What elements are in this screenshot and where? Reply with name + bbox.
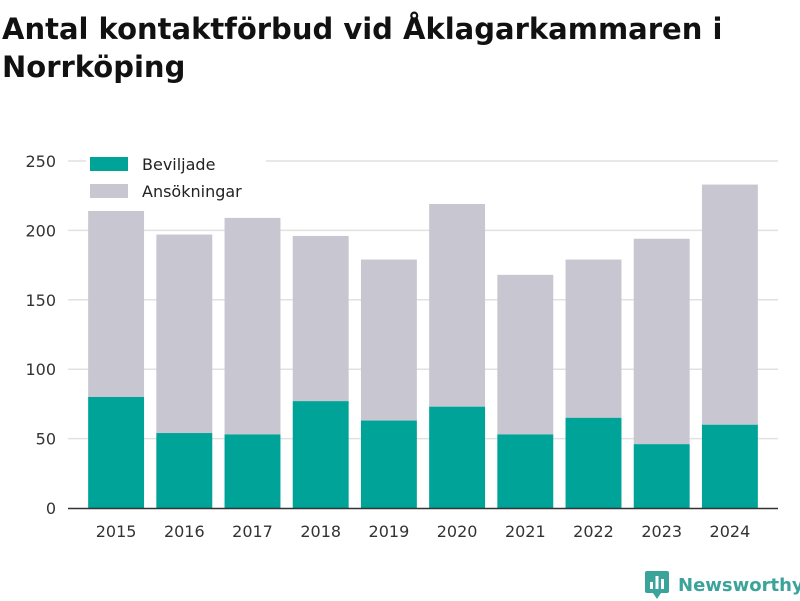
y-axis: 0 50 100 150 200 250: [25, 152, 56, 518]
x-tick-label: 2017: [232, 522, 273, 541]
x-axis: 2015 2016 2017 2018 2019 2020 2021 2022 2023 2024: [68, 507, 778, 541]
bar-applications: [292, 235, 349, 402]
bar-granted: [633, 444, 690, 508]
legend-label: Ansökningar: [142, 182, 242, 201]
x-tick-label: 2019: [369, 522, 410, 541]
x-tick-label: 2020: [437, 522, 478, 541]
legend-label: Beviljade: [142, 155, 215, 174]
legend-swatch: [90, 184, 128, 198]
x-tick-label: 2015: [96, 522, 137, 541]
x-tick-label: 2018: [300, 522, 341, 541]
bar-applications: [88, 210, 145, 397]
x-tick-label: 2022: [573, 522, 614, 541]
bar-granted: [565, 417, 622, 508]
x-tick-label: 2023: [641, 522, 682, 541]
bars: [88, 184, 758, 508]
y-tick-label: 200: [25, 221, 56, 240]
bar-applications: [701, 184, 758, 425]
y-tick-label: 50: [36, 430, 56, 449]
y-tick-label: 150: [25, 291, 56, 310]
bar-applications: [360, 259, 417, 421]
bar-applications: [224, 217, 281, 435]
newsworthy-logo-icon: [645, 571, 669, 599]
brand: Newsworthy: [644, 569, 800, 601]
legend: Beviljade Ansökningar: [86, 153, 266, 205]
y-tick-label: 0: [46, 499, 56, 518]
bar-granted: [360, 420, 417, 508]
bar-applications: [156, 234, 213, 434]
x-tick-label: 2021: [505, 522, 546, 541]
x-tick-label: 2016: [164, 522, 205, 541]
bar-applications: [565, 259, 622, 418]
bar-applications: [633, 238, 690, 445]
chart-title: Antal kontaktförbud vid Åklagarkammaren …: [2, 12, 723, 84]
bar-granted: [701, 424, 758, 508]
bar-granted: [88, 396, 145, 508]
bar-applications: [429, 204, 486, 407]
bar-applications: [497, 274, 554, 435]
bar-granted: [429, 406, 486, 508]
bar-granted: [292, 401, 349, 508]
bar-granted: [497, 434, 554, 508]
brand-name: Newsworthy: [678, 574, 800, 596]
legend-swatch: [90, 157, 128, 171]
bar-granted: [156, 433, 213, 508]
x-tick-label: 2024: [710, 522, 751, 541]
y-tick-label: 250: [25, 152, 56, 171]
bar-granted: [224, 434, 281, 508]
y-tick-label: 100: [25, 360, 56, 379]
